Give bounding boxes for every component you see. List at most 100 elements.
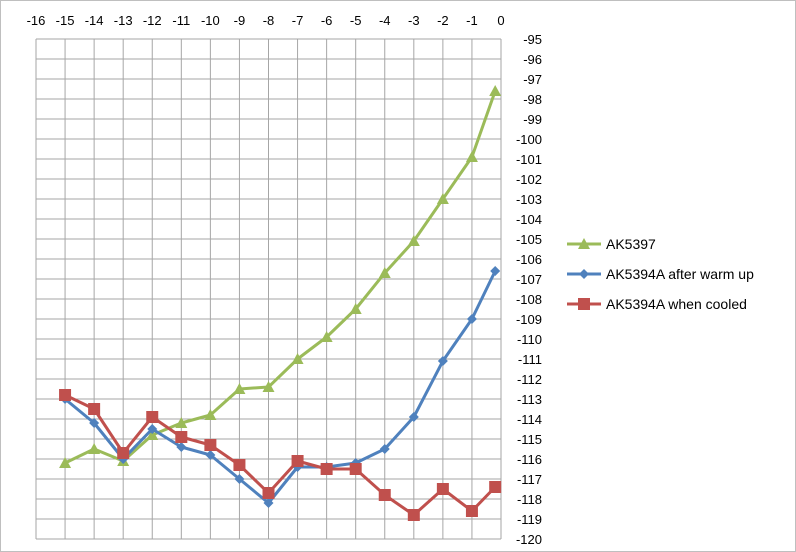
x-tick-label: -8 <box>263 13 275 28</box>
y-tick-label: -120 <box>516 532 542 547</box>
x-tick-label: -1 <box>466 13 478 28</box>
data-point <box>291 353 304 364</box>
y-tick-label: -97 <box>523 72 542 87</box>
data-point <box>465 151 478 162</box>
y-tick-label: -112 <box>517 372 542 387</box>
x-tick-label: -7 <box>292 13 304 28</box>
series-3 <box>59 389 502 521</box>
x-tick-label: -14 <box>85 13 104 28</box>
y-tick-label: -103 <box>516 192 542 207</box>
data-point <box>175 417 188 428</box>
data-point <box>349 463 362 475</box>
data-point <box>407 235 420 246</box>
legend-label: AK5394A when cooled <box>606 296 747 312</box>
data-point <box>89 418 100 428</box>
y-tick-label: -104 <box>516 212 542 227</box>
x-tick-label: -12 <box>143 13 162 28</box>
x-tick-labels: -16 -15 -14 -13 -12 -11 -10 -9 -8 -7 -6 -5 -4 -3 -2 -1 0 <box>27 13 505 28</box>
data-point <box>234 474 245 484</box>
data-point <box>146 411 159 423</box>
data-point <box>349 303 362 314</box>
y-tick-label: -108 <box>516 292 542 307</box>
data-point <box>407 509 420 521</box>
data-point <box>233 459 246 471</box>
y-tick-label: -101 <box>516 152 542 167</box>
legend-marker <box>579 269 589 279</box>
series-line <box>64 270 497 505</box>
y-tick-label: -100 <box>516 132 542 147</box>
data-point <box>490 266 501 276</box>
series-line <box>64 90 497 465</box>
data-point <box>176 442 187 452</box>
data-point <box>379 444 390 454</box>
y-tick-label: -102 <box>516 172 542 187</box>
x-tick-label: -11 <box>172 13 190 28</box>
data-point <box>489 85 502 96</box>
legend-item: AK5397 <box>567 236 656 252</box>
data-point <box>263 498 274 508</box>
x-tick-label: -3 <box>408 13 420 28</box>
series-1 <box>59 85 502 468</box>
data-point <box>489 481 502 493</box>
x-tick-label: -6 <box>321 13 333 28</box>
y-tick-label: -114 <box>517 412 542 427</box>
data-point <box>146 429 159 440</box>
data-point <box>436 483 449 495</box>
data-point <box>205 450 216 460</box>
y-tick-label: -95 <box>523 32 542 47</box>
data-point <box>88 403 101 415</box>
y-tick-label: -107 <box>516 272 542 287</box>
y-tick-label: -119 <box>517 512 542 527</box>
y-tick-label: -115 <box>517 432 542 447</box>
legend-item: AK5394A when cooled <box>567 296 747 312</box>
y-tick-label: -116 <box>517 452 542 467</box>
y-tick-label: -99 <box>523 112 542 127</box>
x-tick-label: -2 <box>437 13 449 28</box>
y-tick-label: -105 <box>516 232 542 247</box>
data-point <box>408 412 419 422</box>
legend: AK5397 AK5394A after warm up AK5394A when … <box>567 236 754 312</box>
x-tick-label: -10 <box>201 13 220 28</box>
data-point <box>320 463 333 475</box>
legend-label: AK5394A after warm up <box>606 266 754 282</box>
data-point <box>378 267 391 278</box>
x-tick-label: -16 <box>27 13 46 28</box>
y-tick-label: -98 <box>523 92 542 107</box>
data-point <box>466 314 477 324</box>
data-point <box>147 424 158 434</box>
data-point <box>204 439 217 451</box>
data-point <box>437 356 448 366</box>
x-tick-label: 0 <box>497 13 504 28</box>
data-point <box>59 457 72 468</box>
series-layer <box>59 85 502 521</box>
data-point <box>378 489 391 501</box>
legend-label: AK5397 <box>606 236 656 252</box>
data-point <box>465 505 478 517</box>
y-tick-label: -109 <box>516 312 542 327</box>
y-tick-label: -111 <box>518 352 542 367</box>
data-point <box>233 383 246 394</box>
data-point <box>320 331 333 342</box>
y-tick-label: -117 <box>517 472 542 487</box>
grid-lines <box>35 38 502 540</box>
data-point <box>436 193 449 204</box>
data-point <box>88 443 101 454</box>
data-point <box>175 431 188 443</box>
series-line <box>64 393 497 517</box>
x-tick-label: -9 <box>234 13 246 28</box>
x-tick-label: -5 <box>350 13 362 28</box>
x-tick-label: -4 <box>379 13 391 28</box>
legend-marker <box>578 238 590 249</box>
data-point <box>262 381 275 392</box>
legend-marker <box>578 298 590 310</box>
series-2 <box>60 266 501 508</box>
y-tick-label: -113 <box>517 392 542 407</box>
legend-item: AK5394A after warm up <box>567 266 754 282</box>
y-tick-label: -118 <box>517 492 542 507</box>
data-point <box>262 487 275 499</box>
x-tick-label: -15 <box>56 13 75 28</box>
data-point <box>59 389 72 401</box>
data-point <box>291 455 304 467</box>
